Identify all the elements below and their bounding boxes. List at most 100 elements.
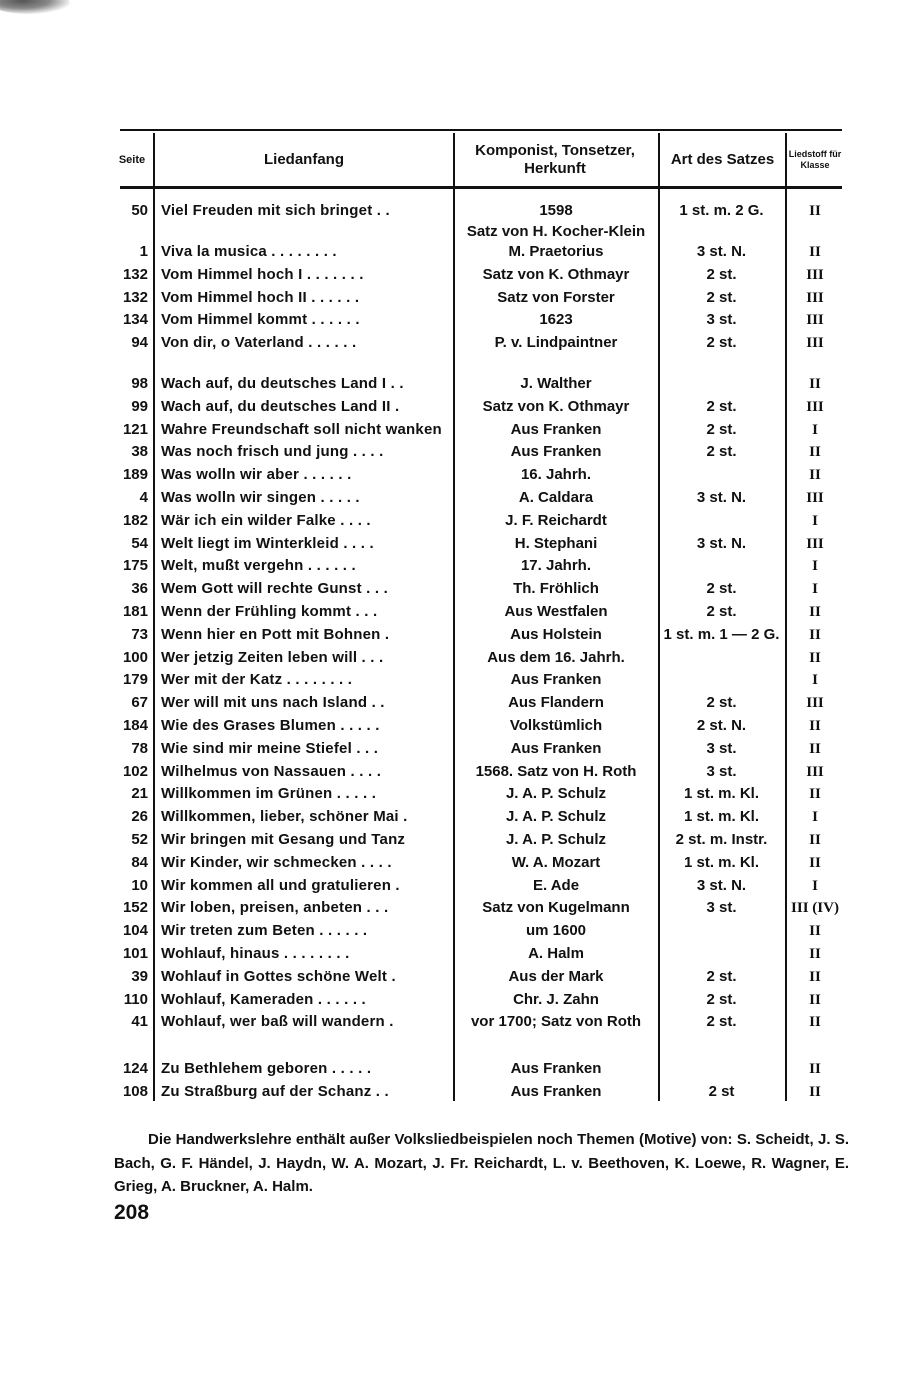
liedanfang-cell-text: Wenn der Frühling kommt . . . <box>161 603 378 620</box>
klasse-cell: II <box>786 624 844 647</box>
klasse-cell: I <box>786 669 844 692</box>
klasse-cell-text: II <box>809 376 821 392</box>
seite-cell-text: 39 <box>131 967 148 985</box>
komponist-cell-text: Aus Franken <box>510 1082 602 1100</box>
art-cell-text: 3 st. <box>706 311 737 329</box>
column-divider <box>658 133 660 1101</box>
seite-cell: 104 <box>110 920 148 943</box>
klasse-cell-text: I <box>812 581 818 598</box>
art-cell: 2 st. <box>659 287 784 310</box>
liedanfang-cell-text: Wär ich ein wilder Falke . . . . <box>161 511 371 529</box>
seite-cell: 26 <box>110 806 148 829</box>
seite-cell: 41 <box>110 1011 148 1034</box>
klasse-cell-text: II <box>809 1083 821 1100</box>
klasse-cell: III <box>786 487 844 510</box>
liedanfang-cell-text: Wir loben, preisen, anbeten . . . <box>161 899 389 917</box>
klasse-cell-text: I <box>812 877 818 894</box>
komponist-cell-text: Aus Franken <box>510 443 602 461</box>
seite-cell-text: 132 <box>122 288 148 306</box>
liedanfang-cell: Viva la musica . . . . . . . . <box>161 241 451 264</box>
komponist-cell-text: Aus Franken <box>510 420 602 438</box>
art-cell-text: 3 st. N. <box>696 489 747 506</box>
liedanfang-cell-text: Wir bringen mit Gesang und Tanz <box>161 831 406 848</box>
art-cell-text: 1 st. m. Kl. <box>683 808 760 826</box>
klasse-cell: III <box>786 692 844 715</box>
klasse-cell-text: III <box>806 289 824 306</box>
klasse-cell: II <box>786 241 844 264</box>
klasse-cell-text: III <box>806 490 824 506</box>
klasse-cell: I <box>786 875 844 898</box>
seite-cell-text: 36 <box>131 580 148 598</box>
seite-cell: 101 <box>110 943 148 966</box>
liedanfang-cell-text: Zu Bethlehem geboren . . . . . <box>161 1060 372 1077</box>
liedanfang-cell: Willkommen, lieber, schöner Mai . <box>161 806 451 829</box>
komponist-cell-text: H. Stephani <box>514 534 598 552</box>
table-top-rule <box>120 129 842 131</box>
klasse-cell-text: II <box>809 1061 821 1077</box>
seite-cell: 110 <box>110 989 148 1012</box>
seite-cell: 94 <box>110 332 148 355</box>
komponist-cell: Aus Westfalen <box>455 601 657 624</box>
liedanfang-cell-text: Wer mit der Katz . . . . . . . . <box>161 671 353 689</box>
seite-cell: 67 <box>110 692 148 715</box>
klasse-cell: II <box>786 852 844 875</box>
liedanfang-cell-text: Wohlauf, hinaus . . . . . . . . <box>161 945 350 962</box>
komponist-cell-text: Aus Franken <box>510 671 602 689</box>
komponist-cell-text: Th. Fröhlich <box>513 580 599 598</box>
art-cell-text: 2 st. m. Instr. <box>675 831 768 848</box>
seite-cell: 4 <box>110 487 148 510</box>
footnote-line1: Die Handwerkslehre enthält außer Volksli… <box>148 1131 733 1148</box>
klasse-cell: III <box>786 264 844 287</box>
art-cell: 2 st. m. Instr. <box>659 829 784 852</box>
klasse-cell-text: I <box>812 421 818 438</box>
komponist-cell: Aus Franken <box>455 1081 657 1104</box>
seite-cell: 189 <box>110 464 148 487</box>
klasse-cell-text: II <box>809 467 821 484</box>
liedanfang-cell: Zu Straßburg auf der Schanz . . <box>161 1081 451 1104</box>
seite-cell: 50 <box>110 200 148 223</box>
page-number: 208 <box>114 1201 150 1224</box>
komponist-cell-text: A. Caldara <box>518 489 594 506</box>
art-cell: 1 st. m. Kl. <box>659 852 784 875</box>
art-cell: 3 st. <box>659 738 784 761</box>
komponist-cell: Aus Franken <box>455 1058 657 1081</box>
komponist-cell-text: M. Praetorius <box>508 243 604 260</box>
liedanfang-cell-text: Welt liegt im Winterkleid . . . . <box>161 534 374 552</box>
klasse-cell-text: III (IV) <box>791 900 839 917</box>
liedanfang-cell-text: Vom Himmel kommt . . . . . . <box>161 311 360 329</box>
seite-cell: 184 <box>110 715 148 738</box>
klasse-cell: II <box>786 783 844 806</box>
klasse-cell: II <box>786 441 844 464</box>
seite-cell-text: 184 <box>122 717 148 734</box>
art-cell: 2 st. <box>659 989 784 1012</box>
klasse-cell: III <box>786 761 844 784</box>
klasse-cell-text: II <box>809 946 821 962</box>
liedanfang-cell: Wohlauf, wer baß will wandern . <box>161 1011 451 1034</box>
art-cell-text: 3 st. <box>706 762 737 780</box>
art-cell-text: 2 st. <box>706 580 737 598</box>
komponist-cell: P. v. Lindpaintner <box>455 332 657 355</box>
liedanfang-cell-text: Was wolln wir singen . . . . . <box>161 489 360 506</box>
liedanfang-cell-text: Zu Straßburg auf der Schanz . . <box>161 1082 389 1100</box>
klasse-cell: II <box>786 829 844 852</box>
komponist-cell: Satz von Kugelmann <box>455 897 657 920</box>
header-art: Art des Satzes <box>670 151 775 168</box>
seite-cell-text: 67 <box>131 694 148 712</box>
klasse-cell: III <box>786 396 844 419</box>
klasse-cell: II <box>786 1058 844 1081</box>
seite-cell-text: 99 <box>131 397 148 415</box>
seite-cell-text: 152 <box>122 899 148 917</box>
komponist-cell-text: Aus Franken <box>510 739 602 757</box>
liedanfang-cell: Von dir, o Vaterland . . . . . . <box>161 332 451 355</box>
liedanfang-cell: Zu Bethlehem geboren . . . . . <box>161 1058 451 1081</box>
liedanfang-cell-text: Wahre Freundschaft soll nicht wanken <box>161 420 442 438</box>
komponist-cell: Satz von K. Othmayr <box>455 264 657 287</box>
art-cell: 2 st. <box>659 441 784 464</box>
klasse-cell-text: I <box>812 512 818 529</box>
art-cell-text: 2 st. N. <box>696 717 747 734</box>
art-cell-text: 1 st. m. 1 — 2 G. <box>663 625 780 643</box>
art-cell: 3 st. <box>659 897 784 920</box>
komponist-cell: 17. Jahrh. <box>455 555 657 578</box>
seite-cell-text: 108 <box>122 1082 148 1100</box>
liedanfang-cell: Viel Freuden mit sich bringet . . <box>161 200 451 223</box>
